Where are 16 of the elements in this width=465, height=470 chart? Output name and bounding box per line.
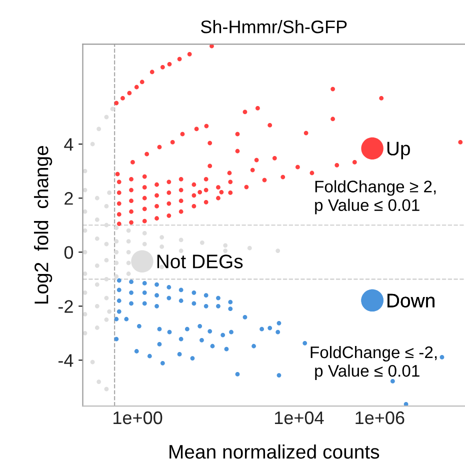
y-tick-label: 4 [64, 138, 74, 151]
annotation: FoldChange ≤ -2, p Value ≤ 0.01 [310, 346, 437, 380]
annotation: FoldChange ≥ 2, p Value ≤ 0.01 [315, 180, 436, 214]
legend-label: Not DEGs [157, 254, 243, 268]
legend-label: Up [387, 142, 410, 160]
x-axis-title: Mean normalized counts [170, 444, 380, 459]
chart-title: Sh-Hmmr/Sh-GFP [200, 20, 347, 34]
y-axis-title: Log2 fold change [34, 146, 52, 304]
legend-label: Down [388, 294, 434, 308]
x-tick-label: 1e+04 [274, 411, 324, 424]
y-tick-label: -4 [58, 354, 74, 367]
x-tick-label: 1e+00 [114, 411, 162, 424]
y-tick-label: -2 [58, 300, 73, 313]
x-tick-label: 1e+06 [356, 411, 404, 424]
y-tick-label: 2 [64, 192, 73, 205]
y-tick-label: 0 [64, 246, 74, 259]
